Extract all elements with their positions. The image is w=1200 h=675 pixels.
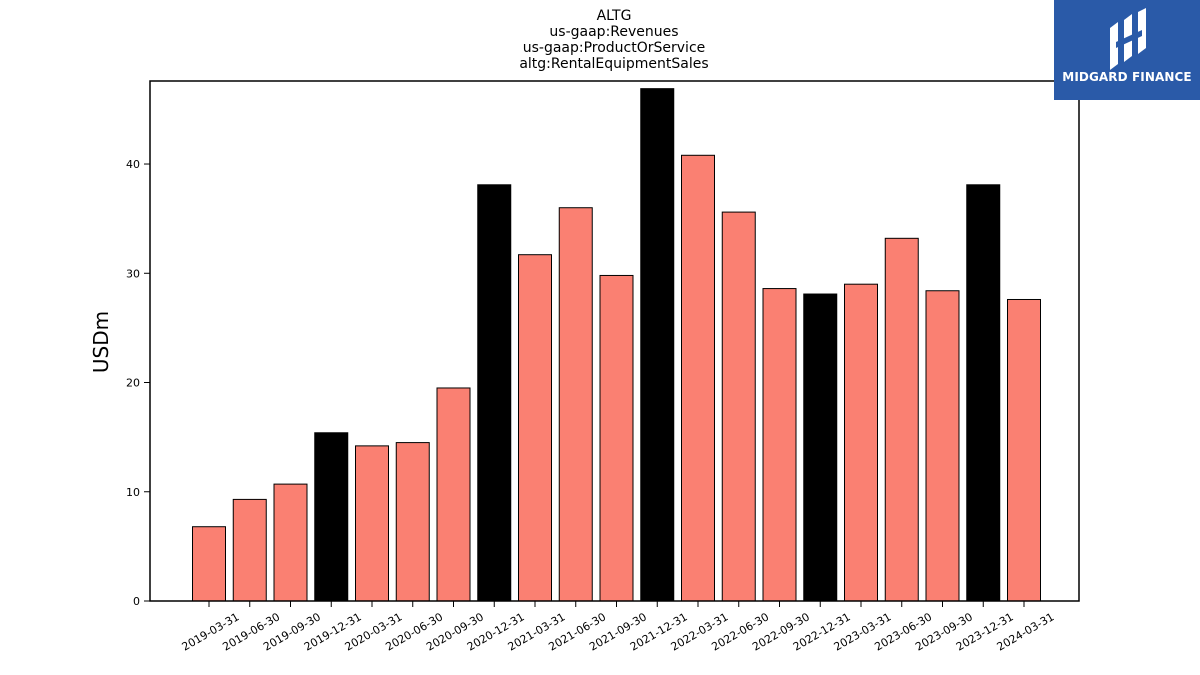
y-axis-ticks: 0 10 20 30 40 (126, 158, 150, 608)
plot-frame (149, 80, 1080, 602)
title-line-1: ALTG (597, 8, 632, 24)
bar-2020-06-30 (395, 442, 430, 602)
bar-2023-12-31 (966, 184, 1001, 602)
title-line-2: us-gaap:Revenues (549, 24, 678, 40)
title-line-4: altg:RentalEquipmentSales (519, 56, 708, 72)
y-axis-label: USDm (89, 311, 113, 373)
logo-mark-icon (1110, 8, 1146, 70)
bars-group (192, 88, 1041, 602)
y-tick-label: 30 (126, 267, 140, 280)
bar-2020-03-31 (355, 445, 389, 602)
title-line-3: us-gaap:ProductOrService (523, 40, 706, 56)
y-tick-label: 40 (126, 158, 140, 171)
chart-title: ALTG us-gaap:Revenues us-gaap:ProductOrS… (519, 8, 708, 72)
bar-2021-09-30 (599, 274, 634, 602)
bar-2021-12-31 (640, 88, 675, 602)
bar-2024-03-31 (1007, 298, 1041, 602)
bar-2022-12-31 (803, 293, 838, 602)
bar-2023-09-30 (925, 290, 960, 602)
bar-2020-09-30 (436, 387, 471, 602)
bar-2022-09-30 (762, 288, 797, 602)
bar-2019-09-30 (273, 483, 308, 602)
y-tick-label: 0 (133, 595, 140, 608)
bar-2021-06-30 (558, 207, 593, 602)
y-tick-label: 20 (126, 377, 140, 390)
y-tick-label: 10 (126, 486, 140, 499)
bar-2021-03-31 (518, 254, 552, 602)
bar-2019-03-31 (192, 526, 226, 602)
x-axis-ticks: 2019-03-312019-06-302019-09-302019-12-31… (180, 601, 1057, 654)
bar-2019-12-31 (314, 432, 349, 602)
bar-2020-12-31 (477, 184, 512, 602)
bar-2022-03-31 (681, 154, 715, 602)
bar-2023-03-31 (844, 283, 878, 602)
bar-2022-06-30 (721, 211, 756, 602)
bar-2019-06-30 (232, 498, 267, 602)
bar-2023-06-30 (884, 237, 919, 602)
midgard-finance-logo: MIDGARD FINANCE (1054, 0, 1200, 100)
logo-text: MIDGARD FINANCE (1062, 70, 1192, 84)
